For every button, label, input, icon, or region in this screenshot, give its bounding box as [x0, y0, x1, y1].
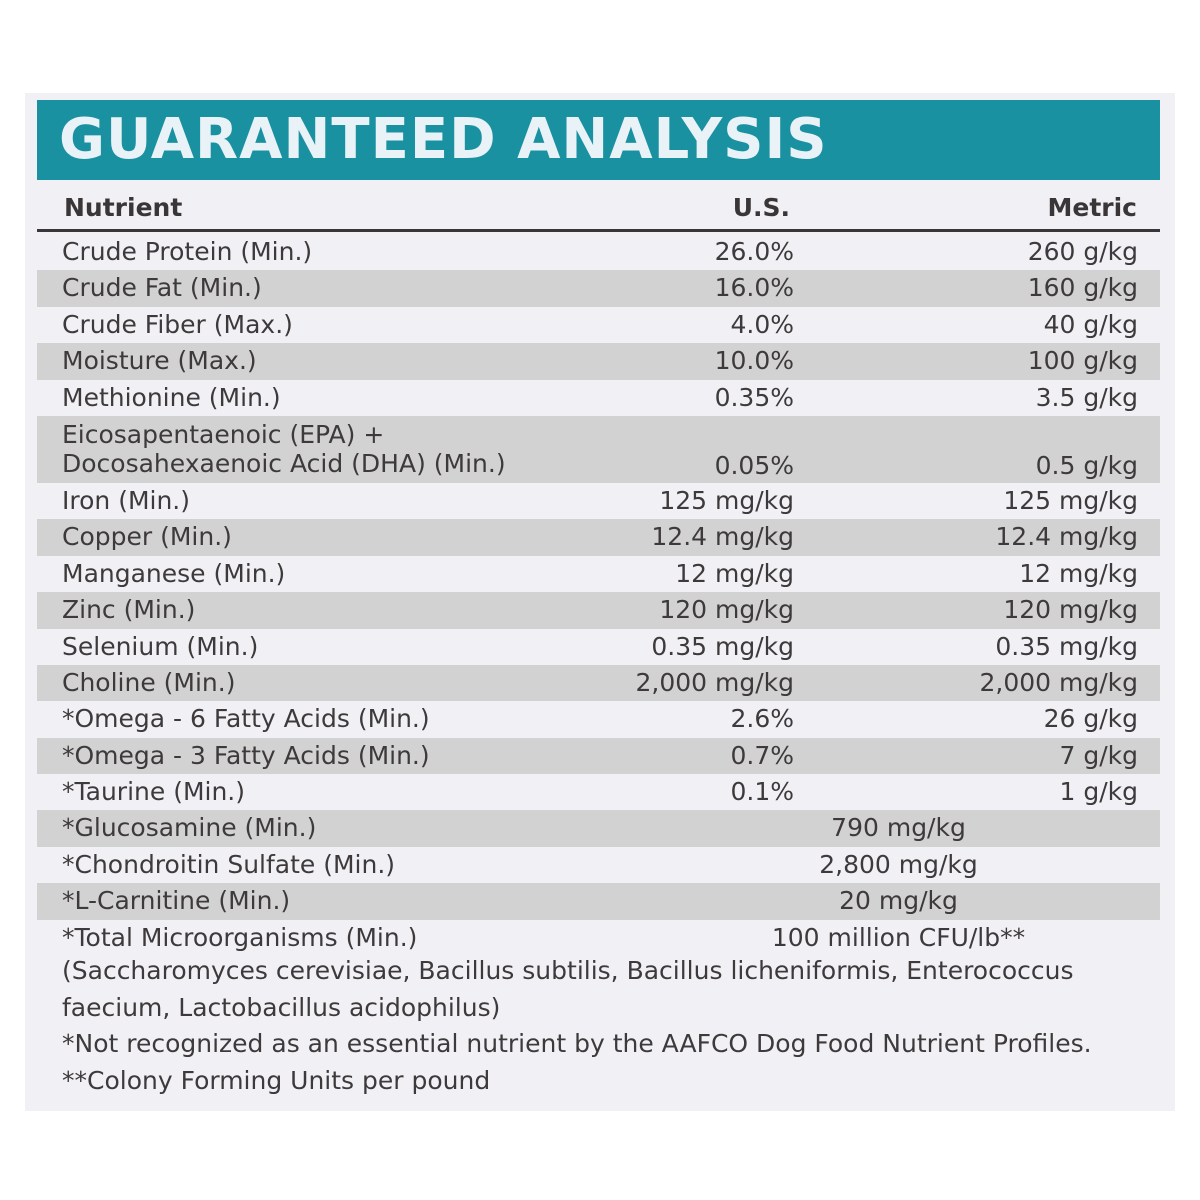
nutrient-name: Selenium (Min.) — [62, 631, 259, 661]
us-value: 0.35% — [714, 382, 794, 412]
table-row: *Omega - 6 Fatty Acids (Min.) 2.6% 26 g/… — [37, 701, 1160, 737]
us-value: 2,000 mg/kg — [635, 667, 794, 697]
footnote-cfu: **Colony Forming Units per pound — [62, 1065, 491, 1095]
nutrient-name: Moisture (Max.) — [62, 346, 257, 376]
us-value: 2.6% — [730, 704, 794, 734]
nutrient-name: *Total Microorganisms (Min.) — [62, 922, 418, 952]
table-row: Iron (Min.) 125 mg/kg 125 mg/kg — [37, 483, 1160, 519]
analysis-table: Crude Protein (Min.) 26.0% 260 g/kg Crud… — [37, 234, 1160, 956]
metric-value: 2,000 mg/kg — [979, 667, 1138, 697]
us-value: 0.1% — [730, 777, 794, 807]
nutrient-name: Manganese (Min.) — [62, 558, 286, 588]
page-title: GUARANTEED ANALYSIS — [59, 107, 828, 172]
nutrient-name: Methionine (Min.) — [62, 382, 281, 412]
table-row: *Taurine (Min.) 0.1% 1 g/kg — [37, 774, 1160, 810]
table-row: *Glucosamine (Min.) 790 mg/kg — [37, 810, 1160, 847]
metric-value: 160 g/kg — [1027, 273, 1138, 303]
us-value: 12 mg/kg — [675, 558, 794, 588]
metric-value: 40 g/kg — [1043, 309, 1138, 339]
table-row: *Total Microorganisms (Min.) 100 million… — [37, 920, 1160, 956]
nutrient-name: Copper (Min.) — [62, 522, 232, 552]
us-value: 16.0% — [714, 273, 794, 303]
us-value: 0.35 mg/kg — [651, 631, 794, 661]
combined-value: 100 million CFU/lb** — [771, 922, 1026, 952]
metric-value: 1 g/kg — [1059, 777, 1139, 807]
table-row: Crude Fiber (Max.) 4.0% 40 g/kg — [37, 307, 1160, 343]
nutrient-name-line2: Docosahexaenoic Acid (DHA) (Min.) — [62, 448, 506, 478]
column-header-nutrient: Nutrient — [64, 193, 183, 222]
us-value: 12.4 mg/kg — [651, 522, 794, 552]
nutrient-name: *Chondroitin Sulfate (Min.) — [62, 849, 396, 879]
nutrient-name: Crude Protein (Min.) — [62, 237, 313, 266]
nutrient-name: *Omega - 3 Fatty Acids (Min.) — [62, 740, 430, 770]
header-divider — [37, 229, 1160, 232]
nutrient-name: *Taurine (Min.) — [62, 777, 246, 807]
nutrient-name: Zinc (Min.) — [62, 595, 196, 625]
nutrient-name-line1: Eicosapentaenoic (EPA) + — [62, 419, 385, 449]
nutrient-name: Crude Fat (Min.) — [62, 273, 262, 303]
us-value: 0.7% — [730, 740, 794, 770]
combined-value: 790 mg/kg — [831, 813, 966, 843]
metric-value: 100 g/kg — [1027, 346, 1138, 376]
footnote-aafco: *Not recognized as an essential nutrient… — [62, 1029, 1092, 1058]
nutrient-name: Iron (Min.) — [62, 485, 191, 515]
table-row: Crude Protein (Min.) 26.0% 260 g/kg — [37, 234, 1160, 270]
us-value: 26.0% — [714, 237, 794, 266]
metric-value: 3.5 g/kg — [1035, 382, 1138, 412]
metric-value: 26 g/kg — [1043, 704, 1138, 734]
nutrient-name: *Glucosamine (Min.) — [62, 813, 317, 843]
species-list-line2: faecium, Lactobacillus acidophilus) — [62, 992, 501, 1022]
species-list-line1: (Saccharomyces cerevisiae, Bacillus subt… — [62, 956, 1074, 985]
us-value: 0.05% — [714, 450, 794, 480]
metric-value: 7 g/kg — [1059, 740, 1139, 770]
us-value: 120 mg/kg — [659, 595, 794, 625]
combined-value: 20 mg/kg — [839, 886, 958, 916]
metric-value: 0.5 g/kg — [1035, 450, 1138, 480]
footnotes: (Saccharomyces cerevisiae, Bacillus subt… — [62, 953, 1172, 1099]
nutrient-name: *Omega - 6 Fatty Acids (Min.) — [62, 704, 430, 734]
nutrient-name: Crude Fiber (Max.) — [62, 309, 293, 339]
us-value: 125 mg/kg — [659, 485, 794, 515]
metric-value: 0.35 mg/kg — [995, 631, 1138, 661]
table-row: Zinc (Min.) 120 mg/kg 120 mg/kg — [37, 592, 1160, 629]
table-row: *Chondroitin Sulfate (Min.) 2,800 mg/kg — [37, 847, 1160, 883]
combined-value: 2,800 mg/kg — [819, 849, 978, 879]
nutrient-name: Eicosapentaenoic (EPA) + Docosahexaenoic… — [62, 420, 506, 478]
metric-value: 125 mg/kg — [1003, 485, 1138, 515]
metric-value: 12 mg/kg — [1019, 558, 1138, 588]
table-row: Crude Fat (Min.) 16.0% 160 g/kg — [37, 270, 1160, 307]
us-value: 4.0% — [730, 309, 794, 339]
table-row: *Omega - 3 Fatty Acids (Min.) 0.7% 7 g/k… — [37, 737, 1160, 775]
table-header: Nutrient U.S. Metric — [37, 190, 1160, 230]
nutrient-name: *L-Carnitine (Min.) — [62, 886, 291, 916]
column-header-metric: Metric — [1047, 193, 1137, 222]
metric-value: 120 mg/kg — [1003, 595, 1138, 625]
title-banner: GUARANTEED ANALYSIS — [37, 100, 1160, 180]
nutrient-name: Choline (Min.) — [62, 667, 236, 697]
table-row: Moisture (Max.) 10.0% 100 g/kg — [37, 343, 1160, 380]
table-row: Selenium (Min.) 0.35 mg/kg 0.35 mg/kg — [37, 629, 1160, 665]
table-row: Eicosapentaenoic (EPA) + Docosahexaenoic… — [37, 415, 1160, 483]
table-row: Choline (Min.) 2,000 mg/kg 2,000 mg/kg — [37, 664, 1160, 702]
table-row: *L-Carnitine (Min.) 20 mg/kg — [37, 883, 1160, 920]
table-row: Manganese (Min.) 12 mg/kg 12 mg/kg — [37, 556, 1160, 592]
table-row: Copper (Min.) 12.4 mg/kg 12.4 mg/kg — [37, 519, 1160, 556]
table-row: Methionine (Min.) 0.35% 3.5 g/kg — [37, 380, 1160, 416]
us-value: 10.0% — [714, 346, 794, 376]
metric-value: 260 g/kg — [1027, 237, 1138, 266]
metric-value: 12.4 mg/kg — [995, 522, 1138, 552]
column-header-us: U.S. — [732, 193, 790, 222]
